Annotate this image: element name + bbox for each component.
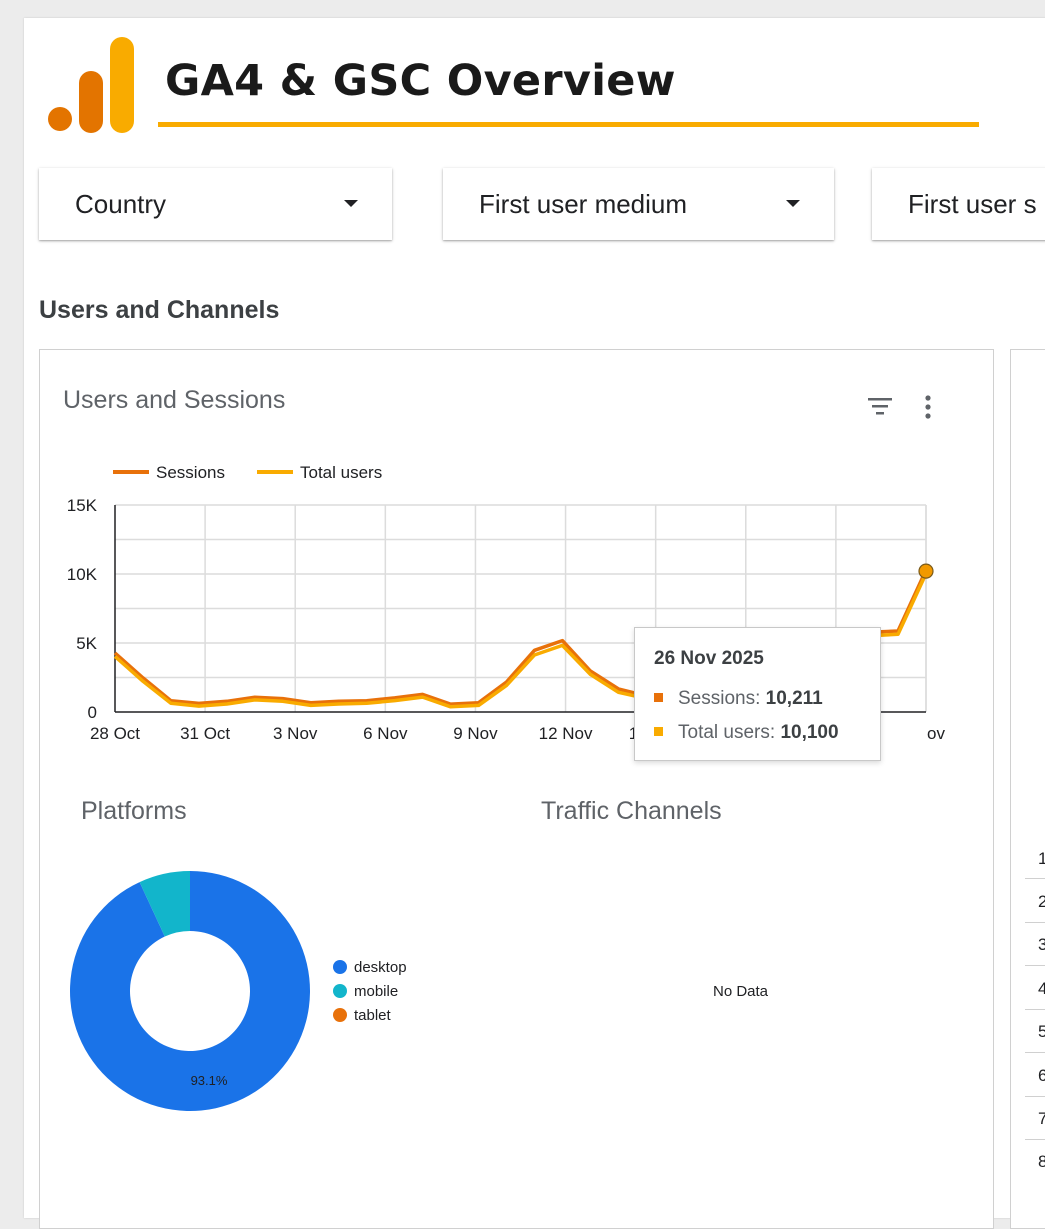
legend-desktop-label: desktop [354, 959, 407, 976]
table-row-divider [1025, 1096, 1045, 1097]
first-user-medium-filter-dropdown[interactable]: First user medium [443, 168, 834, 240]
users-swatch [654, 727, 663, 736]
table-row-number: 4 [1038, 979, 1045, 998]
country-filter-label: Country [75, 188, 167, 219]
y-tick-label: 0 [88, 703, 97, 722]
table-row-number: 7 [1038, 1109, 1045, 1128]
x-tick-label: 31 Oct [180, 724, 230, 743]
title-underline [158, 122, 979, 127]
tooltip-date: 26 Nov 2025 [654, 648, 764, 669]
y-tick-label: 10K [67, 565, 98, 584]
desktop-slice[interactable] [70, 871, 311, 1111]
table-row-divider [1025, 965, 1045, 966]
x-tick-label: 9 Nov [453, 724, 498, 743]
table-row-divider [1025, 1052, 1045, 1053]
tooltip-sessions-value: 10,211 [765, 688, 823, 709]
chart-title: Users and Sessions [63, 386, 286, 414]
chart-legend: Sessions Total users [113, 463, 382, 482]
caret-down-icon [786, 200, 800, 207]
legend-mobile-label: mobile [354, 983, 399, 1000]
table-row-divider [1025, 1139, 1045, 1140]
table-row-number: 6 [1038, 1066, 1045, 1085]
platforms-donut-chart: 93.1% [70, 871, 311, 1111]
table-row-number: 5 [1038, 1022, 1045, 1041]
tooltip-sessions-row: Sessions: 10,211 [654, 688, 823, 710]
first-user-source-filter-label: First user s [908, 188, 1037, 219]
filter-icon[interactable] [866, 395, 894, 417]
x-tick-label: ov [927, 724, 945, 743]
caret-down-icon [344, 200, 358, 207]
sessions-swatch [654, 693, 663, 702]
first-user-medium-filter-label: First user medium [479, 188, 688, 219]
x-tick-label: 6 Nov [363, 724, 408, 743]
tooltip-users-row: Total users: 10,100 [654, 722, 839, 744]
table-row-divider [1025, 1009, 1045, 1010]
tablet-legend-dot [333, 1008, 347, 1022]
y-tick-label: 5K [76, 634, 97, 653]
desktop-legend-dot [333, 960, 347, 974]
mobile-slice[interactable] [139, 871, 190, 937]
x-tick-label: 12 Nov [539, 724, 593, 743]
table-row-number: 1 [1038, 849, 1045, 868]
table-row-number: 3 [1038, 935, 1045, 954]
table-row-divider [1025, 878, 1045, 879]
x-tick-label: 28 Oct [90, 724, 140, 743]
x-tick-label: 3 Nov [273, 724, 318, 743]
desktop-share-label: 93.1% [191, 1073, 228, 1088]
platforms-title: Platforms [81, 797, 187, 825]
sessions-legend-label: Sessions [156, 463, 225, 482]
traffic-channels-title: Traffic Channels [541, 797, 722, 825]
tooltip-users-value: 10,100 [780, 722, 839, 743]
legend-tablet[interactable]: tablet [333, 1007, 391, 1024]
chart-tooltip: 26 Nov 2025 Sessions: 10,211 Total users… [634, 627, 881, 761]
table-row-number: 2 [1038, 892, 1045, 911]
total-users-legend-label: Total users [300, 463, 382, 482]
no-data-message: No Data [713, 983, 769, 1000]
country-filter-dropdown[interactable]: Country [39, 168, 392, 240]
tooltip-users-label: Total users: [678, 722, 776, 743]
mobile-legend-dot [333, 984, 347, 998]
legend-tablet-label: tablet [354, 1007, 391, 1024]
right-card [1010, 349, 1045, 1229]
table-row-number: 8 [1038, 1152, 1045, 1171]
page-title: GA4 & GSC Overview [165, 56, 676, 106]
more-vert-icon[interactable] [920, 395, 936, 421]
y-tick-label: 15K [67, 496, 98, 515]
google-analytics-logo [48, 37, 134, 133]
legend-mobile[interactable]: mobile [333, 983, 398, 1000]
first-user-source-filter-dropdown[interactable]: First user s [872, 168, 1045, 240]
tooltip-sessions-label: Sessions: [678, 688, 761, 709]
section-heading: Users and Channels [39, 296, 280, 324]
table-row-divider [1025, 922, 1045, 923]
legend-desktop[interactable]: desktop [333, 959, 407, 976]
highlight-point [918, 563, 934, 579]
